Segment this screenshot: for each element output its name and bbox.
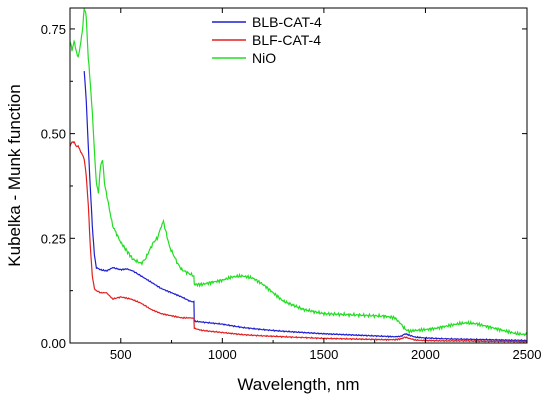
x-axis-label: Wavelength, nm [237,375,359,394]
legend-label: BLB-CAT-4 [252,14,322,30]
series-layer [70,8,527,343]
legend-label: BLF-CAT-4 [252,32,321,48]
series-line-blb-cat-4 [83,71,527,342]
legend: BLB-CAT-4 BLF-CAT-4 NiO [212,14,322,66]
x-tick-label: 1000 [208,347,237,362]
y-tick-label: 0.50 [41,127,66,142]
x-tick-label: 2000 [411,347,440,362]
plot-frame [69,7,528,344]
series-line-blf-cat-4 [70,140,527,343]
legend-label: NiO [252,50,276,66]
x-tick-label: 2500 [513,347,542,362]
series-line-nio [70,8,527,337]
y-tick-label: 0.00 [41,336,66,351]
y-axis-label: Kubelka - Munk function [5,84,24,266]
y-tick-label: 0.75 [41,22,66,37]
y-tick-label: 0.25 [41,231,66,246]
x-tick-label: 500 [110,347,132,362]
x-tick-label: 1500 [309,347,338,362]
ticks-layer: 500 1000 1500 2000 2500 0.00 0.25 0.50 0.75 [41,8,542,362]
